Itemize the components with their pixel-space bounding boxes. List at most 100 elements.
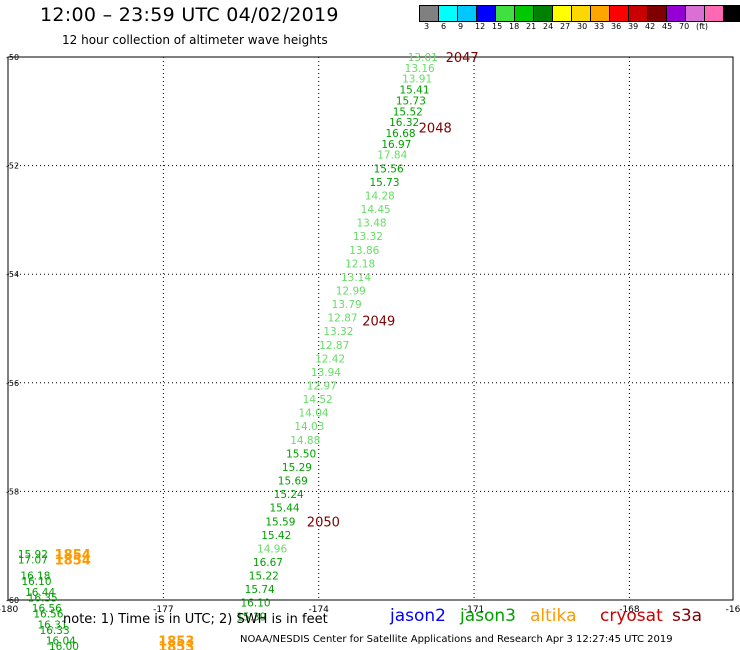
wave-height-value: 14.04 bbox=[299, 408, 329, 420]
wave-height-value: 14.03 bbox=[294, 421, 324, 433]
wave-height-value: 15.50 bbox=[286, 448, 316, 460]
wave-height-value: 13.94 bbox=[311, 367, 341, 379]
altika-time-label: 1854 bbox=[55, 548, 91, 563]
wave-height-value: 16.32 bbox=[389, 117, 419, 129]
legend-label: (ft) bbox=[696, 22, 709, 31]
legend-label: 27 bbox=[560, 22, 571, 31]
y-tick-label: -58 bbox=[6, 487, 19, 496]
y-tick-label: -54 bbox=[6, 270, 19, 279]
altika-time-label: 1854 bbox=[55, 553, 91, 568]
wave-height-value: 14.52 bbox=[303, 394, 333, 406]
y-tick-label: -50 bbox=[6, 53, 19, 62]
wave-height-value: 12.18 bbox=[345, 258, 375, 270]
wave-height-value: 16.31 bbox=[38, 619, 68, 631]
pass-time-label: 2048 bbox=[419, 122, 452, 137]
wave-height-value: 16.00 bbox=[49, 641, 79, 650]
legend-label: 39 bbox=[628, 22, 639, 31]
wave-height-value: 16.68 bbox=[386, 128, 416, 140]
legend-label: 42 bbox=[645, 22, 656, 31]
legend-jason2: jason2 bbox=[390, 606, 446, 626]
wave-height-value: 14.88 bbox=[290, 435, 320, 447]
wave-height-value: 15.73 bbox=[369, 177, 399, 189]
altika-time-label: 1853 bbox=[158, 640, 194, 650]
wave-height-value: 13.79 bbox=[332, 299, 362, 311]
color-legend bbox=[419, 5, 740, 22]
wave-height-value: 15.42 bbox=[261, 530, 291, 542]
wave-height-value: 12.97 bbox=[307, 381, 337, 393]
y-tick-label: -52 bbox=[6, 162, 19, 171]
wave-height-value: 15.44 bbox=[270, 503, 300, 515]
legend-label: 24 bbox=[543, 22, 554, 31]
legend-s3a: s3a bbox=[672, 606, 703, 626]
legend-jason3: jason3 bbox=[460, 606, 516, 626]
wave-height-value: 15.52 bbox=[393, 106, 423, 118]
wave-height-value: 17.84 bbox=[377, 150, 407, 162]
wave-height-value: 16.56 bbox=[32, 603, 62, 615]
wave-height-value: 16.67 bbox=[253, 557, 283, 569]
wave-height-value: 16.44 bbox=[25, 587, 55, 599]
footer-credit: NOAA/NESDIS Center for Satellite Applica… bbox=[240, 634, 673, 645]
y-tick-label: -56 bbox=[6, 379, 19, 388]
wave-height-value: 12.99 bbox=[336, 285, 366, 297]
legend-label: 70 bbox=[679, 22, 690, 31]
wave-height-value: 15.56 bbox=[374, 163, 404, 175]
wave-height-value: 16.10 bbox=[21, 576, 51, 588]
legend-label: 6 bbox=[441, 22, 447, 31]
wave-height-value: 14.45 bbox=[361, 204, 391, 216]
legend-cryosat: cryosat bbox=[600, 606, 663, 626]
wave-height-value: 15.69 bbox=[278, 476, 308, 488]
wave-height-value: 15.73 bbox=[396, 95, 426, 107]
map-subtitle: 12 hour collection of altimeter wave hei… bbox=[62, 33, 328, 47]
color-legend-labels: 3 6 9 12 15 18 21 24 27 30 33 36 39 42 45 70 (ft) bbox=[420, 22, 740, 36]
wave-height-value: 12.42 bbox=[315, 353, 345, 365]
x-tick-label: -171 bbox=[464, 605, 484, 615]
legend-label: 33 bbox=[594, 22, 605, 31]
wave-height-value: 15.22 bbox=[249, 571, 279, 583]
wave-height-value: 15.74 bbox=[245, 584, 275, 596]
wave-height-value: 15.41 bbox=[399, 85, 429, 97]
wave-height-value: 15.39 bbox=[236, 611, 266, 623]
wave-height-value: 15.29 bbox=[282, 462, 312, 474]
legend-label: 30 bbox=[577, 22, 588, 31]
wave-height-value: 16.97 bbox=[381, 139, 411, 151]
wave-height-value: 15.59 bbox=[265, 516, 295, 528]
wave-height-value: 14.28 bbox=[365, 190, 395, 202]
legend-label: 9 bbox=[458, 22, 464, 31]
legend-label: 3 bbox=[424, 22, 430, 31]
pass-time-label: 2050 bbox=[307, 515, 340, 530]
x-tick-label: -168 bbox=[619, 605, 640, 615]
legend-label: 21 bbox=[526, 22, 537, 31]
wave-height-value: 16.18 bbox=[20, 571, 50, 583]
x-tick-label: -180 bbox=[0, 605, 18, 615]
wave-height-value: 17.07 bbox=[18, 554, 48, 566]
wave-height-value: 12.87 bbox=[328, 313, 358, 325]
legend-label: 36 bbox=[611, 22, 622, 31]
wave-height-value: 15.24 bbox=[274, 489, 304, 501]
altika-time-label: 1853 bbox=[158, 635, 194, 650]
x-tick-label: -16 bbox=[726, 605, 740, 615]
map-title: 12:00 – 23:59 UTC 04/02/2019 bbox=[40, 4, 339, 26]
pass-time-label: 2047 bbox=[446, 51, 479, 66]
y-tick-label: -60 bbox=[6, 596, 19, 605]
wave-height-value: 13.14 bbox=[341, 272, 371, 284]
wave-height-value: 13.01 bbox=[408, 52, 438, 64]
legend-label: 18 bbox=[509, 22, 520, 31]
wave-height-value: 14.96 bbox=[257, 543, 287, 555]
footer-note: note: 1) Time is in UTC; 2) SWH is in fe… bbox=[63, 612, 328, 627]
map-frame bbox=[7, 56, 734, 601]
wave-height-value: 13.91 bbox=[402, 74, 432, 86]
wave-height-value: 15.92 bbox=[18, 549, 48, 561]
pass-time-label: 2049 bbox=[362, 314, 395, 329]
wave-height-value: 13.16 bbox=[405, 63, 435, 75]
wave-height-value: 13.48 bbox=[357, 218, 387, 230]
wave-height-value: 16.33 bbox=[40, 625, 70, 637]
wave-height-value: 16.35 bbox=[28, 592, 58, 604]
wave-height-value: 16.10 bbox=[241, 598, 271, 610]
legend-swatch bbox=[723, 5, 740, 22]
x-tick-label: -177 bbox=[153, 605, 173, 615]
legend-label: 45 bbox=[662, 22, 673, 31]
wave-height-value: 13.32 bbox=[323, 326, 353, 338]
legend-label: 12 bbox=[475, 22, 486, 31]
wave-height-value: 13.32 bbox=[353, 231, 383, 243]
